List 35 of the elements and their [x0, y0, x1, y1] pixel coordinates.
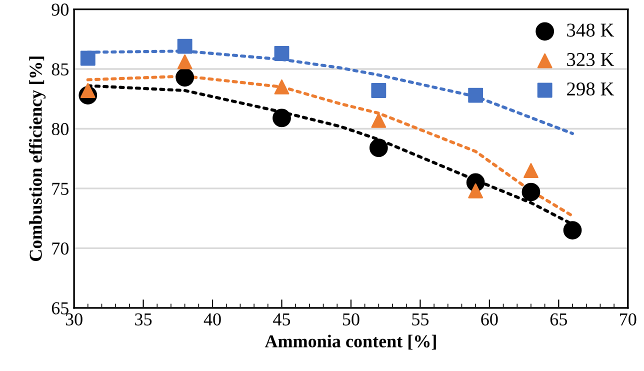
x-tick-label: 40 [204, 313, 221, 326]
legend-label: 323 K [567, 53, 614, 66]
x-tick-label: 45 [273, 313, 290, 326]
y-tick-label: 90 [52, 4, 69, 16]
point [177, 54, 192, 70]
legend-label: 348 K [567, 24, 614, 37]
point [371, 83, 386, 98]
x-axis-title: Ammonia content [%] [264, 334, 436, 350]
x-tick-label: 50 [343, 313, 360, 326]
point [80, 50, 96, 66]
x-tick-label: 35 [135, 313, 152, 326]
point [369, 138, 388, 158]
point [563, 221, 582, 240]
point [177, 38, 192, 54]
y-tick-label: 75 [52, 182, 68, 195]
y-tick-label: 65 [52, 302, 68, 314]
point [176, 68, 194, 87]
point [371, 112, 386, 128]
x-tick-label: 30 [66, 313, 82, 326]
point [522, 182, 540, 202]
point [468, 88, 484, 103]
point [274, 46, 290, 61]
y-axis-title: Combustion efficiency [%] [28, 56, 46, 262]
x-tick-label: 65 [550, 313, 567, 326]
y-tick-label: 70 [52, 242, 69, 255]
point [468, 183, 484, 198]
y-tick-label: 85 [52, 63, 68, 76]
legend-label: 298 K [567, 82, 614, 96]
point [272, 108, 291, 128]
x-tick-label: 55 [412, 313, 429, 326]
x-tick-label: 70 [620, 313, 636, 326]
point [274, 79, 290, 94]
x-tick-label: 60 [481, 313, 498, 326]
point [524, 163, 538, 178]
y-tick-label: 80 [52, 122, 69, 136]
